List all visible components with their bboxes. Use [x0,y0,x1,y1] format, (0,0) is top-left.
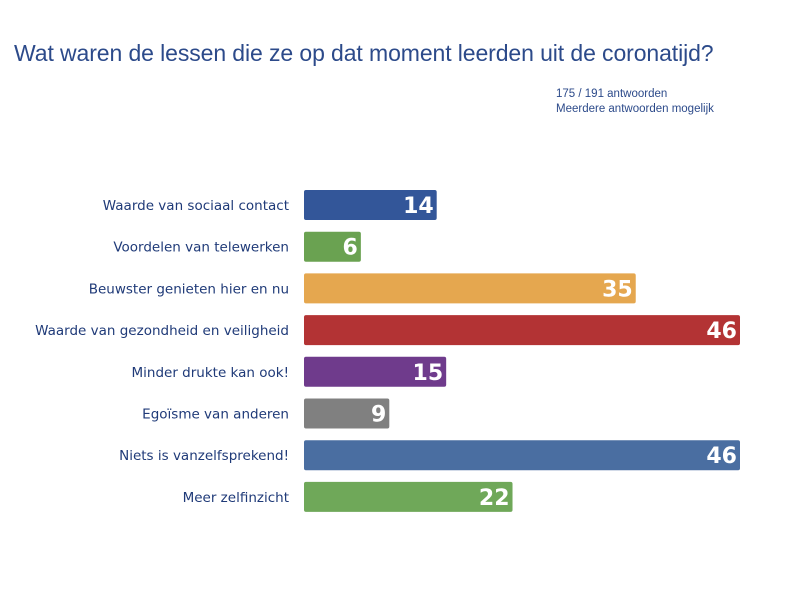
value-label: 35 [602,277,633,302]
responses-count: 175 / 191 antwoorden [556,88,668,100]
category-label: Minder drukte kan ook! [131,365,289,381]
value-label: 46 [706,444,737,469]
bar [304,190,437,220]
value-label: 9 [371,403,386,428]
value-label: 15 [413,361,444,386]
category-label: Beuwster genieten hier en nu [89,281,289,297]
multiple-answers-note: Meerdere antwoorden mogelijk [556,103,714,115]
value-label: 6 [343,236,358,261]
category-label: Waarde van sociaal contact [103,198,289,214]
category-label: Meer zelfinzicht [183,490,289,506]
bar [304,231,361,262]
category-label: Waarde van gezondheid en veiligheid [35,323,289,339]
chart-title: Wat waren de lessen die ze op dat moment… [14,40,714,66]
category-label: Egoïsme van anderen [142,407,289,423]
bar [304,481,513,512]
bar [304,273,636,304]
value-label: 22 [479,486,510,511]
bar [304,398,390,429]
value-label: 14 [403,194,434,219]
category-label: Voordelen van telewerken [113,240,289,256]
bar [304,440,740,471]
bar [304,356,447,387]
bar [304,315,740,346]
value-label: 46 [706,319,737,344]
category-label: Niets is vanzelfsprekend! [119,448,289,464]
